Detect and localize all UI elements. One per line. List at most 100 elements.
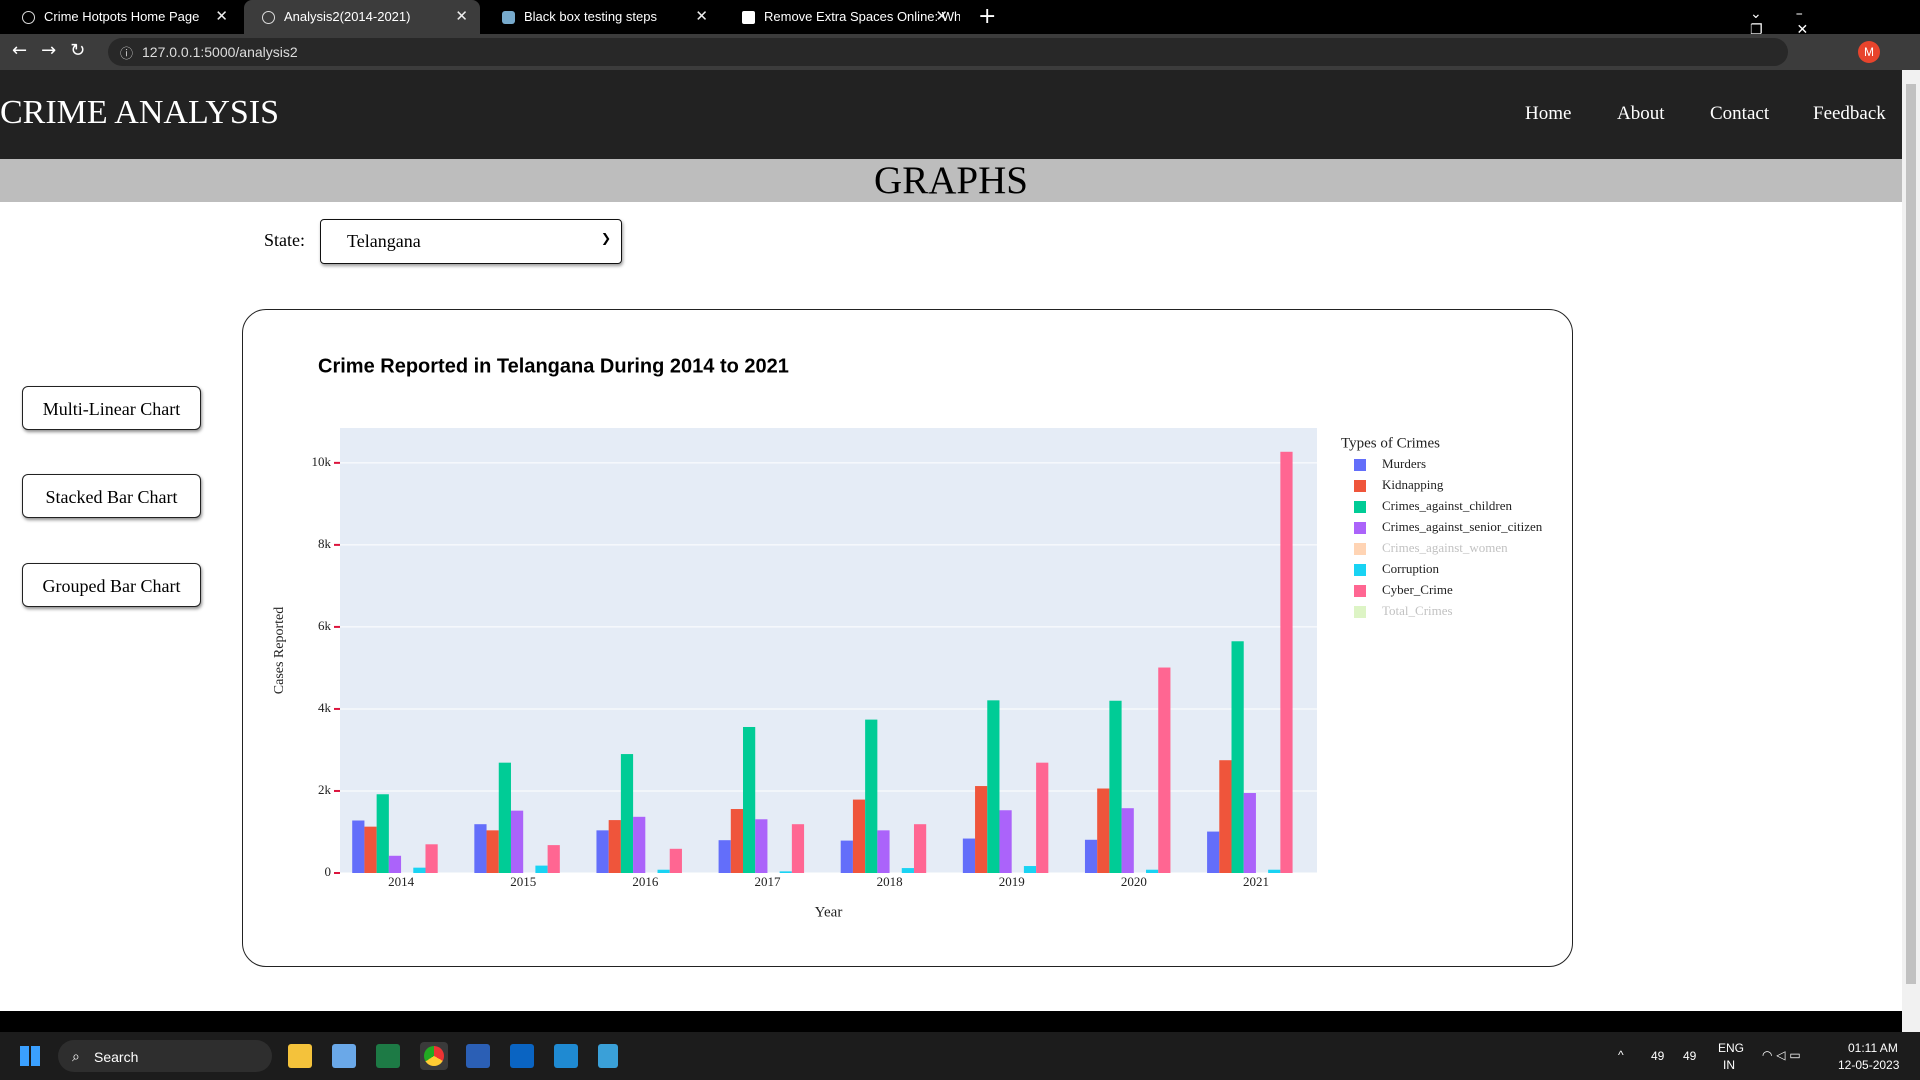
- app-icon-active[interactable]: [420, 1042, 448, 1070]
- bar: [657, 869, 670, 873]
- url: 127.0.0.1:5000/analysis2: [142, 44, 298, 60]
- bar: [1109, 700, 1122, 873]
- legend-title: Types of Crimes: [1341, 435, 1440, 451]
- scrollbar[interactable]: [1902, 70, 1920, 1032]
- legend-swatch: [1354, 606, 1366, 618]
- state-select[interactable]: Telangana ❯: [320, 219, 622, 264]
- legend-item[interactable]: Corruption: [1354, 561, 1440, 576]
- bar: [1121, 808, 1134, 873]
- bar: [486, 830, 499, 873]
- chart: Crime Reported in Telangana During 2014 …: [272, 355, 1543, 920]
- legend-label: Kidnapping: [1382, 477, 1444, 492]
- legend-label: Crimes_against_children: [1382, 498, 1512, 513]
- chart-button[interactable]: Grouped Bar Chart: [22, 563, 201, 607]
- legend-item[interactable]: Kidnapping: [1354, 477, 1444, 492]
- bar: [1243, 793, 1256, 873]
- bar: [877, 830, 890, 873]
- x-tick-label: 2014: [388, 874, 415, 889]
- bar: [1097, 788, 1110, 873]
- tray-chevron[interactable]: ^: [1618, 1048, 1624, 1062]
- profile[interactable]: M: [1858, 41, 1880, 63]
- bar: [1036, 762, 1049, 873]
- chart-title: Crime Reported in Telangana During 2014 …: [318, 355, 789, 377]
- bar: [498, 762, 511, 873]
- tab-title: Black box testing steps: [524, 9, 657, 24]
- app-icon[interactable]: [376, 1044, 400, 1068]
- bar: [865, 719, 878, 873]
- bar: [669, 848, 682, 873]
- bar: [633, 816, 646, 873]
- app-icon[interactable]: [466, 1044, 490, 1068]
- tab[interactable]: Crime Hotpots Home Page ✕: [4, 0, 240, 34]
- legend-swatch: [1354, 480, 1366, 492]
- bar: [1231, 641, 1244, 873]
- legend-item[interactable]: Total_Crimes: [1354, 603, 1453, 618]
- bar: [510, 810, 524, 873]
- tab-active[interactable]: Analysis2(2014-2021) ✕: [244, 0, 480, 34]
- y-tick-label: 10k: [312, 454, 332, 469]
- bar: [1146, 869, 1159, 873]
- legend-label: Murders: [1382, 456, 1426, 471]
- legend-label: Crimes_against_women: [1382, 540, 1508, 555]
- bar: [474, 824, 487, 873]
- app-icon[interactable]: [510, 1044, 534, 1068]
- chart-button[interactable]: Multi-Linear Chart: [22, 386, 201, 430]
- chart-button[interactable]: Stacked Bar Chart: [22, 474, 201, 518]
- search-box[interactable]: ⌕ Search: [58, 1040, 272, 1072]
- nav-link[interactable]: Feedback: [1813, 103, 1886, 124]
- y-tick-label: 0: [325, 864, 332, 879]
- tab-strip: Crime Hotpots Home Page ✕ Analysis2(2014-…: [0, 0, 1920, 38]
- bar: [1158, 667, 1171, 873]
- bar: [547, 845, 560, 873]
- tab-title: Analysis2(2014-2021): [284, 9, 411, 24]
- app-icon[interactable]: [554, 1044, 578, 1068]
- new-tab[interactable]: +: [978, 4, 997, 29]
- tab[interactable]: Black box testing steps ✕: [484, 0, 720, 34]
- tab-title: Crime Hotpots Home Page: [44, 9, 200, 24]
- nav-link[interactable]: About: [1617, 103, 1665, 124]
- bar: [913, 824, 927, 873]
- site-header: CRIME ANALYSIS: [0, 70, 1902, 159]
- legend-item[interactable]: Crimes_against_children: [1354, 498, 1512, 513]
- legend-label: Cyber_Crime: [1382, 582, 1453, 597]
- legend-swatch: [1354, 501, 1366, 513]
- nav-buttons[interactable]: ←→↻: [12, 40, 100, 61]
- filter-label: State:: [264, 230, 305, 250]
- address-bar[interactable]: ⓘ 127.0.0.1:5000/analysis2: [108, 38, 1788, 66]
- banner: GRAPHS: [0, 159, 1902, 202]
- bar: [852, 799, 866, 873]
- nav-link[interactable]: Home: [1525, 103, 1572, 124]
- brand[interactable]: CRIME ANALYSIS: [0, 94, 280, 131]
- legend-label: Corruption: [1382, 561, 1440, 576]
- tray-icons[interactable]: ◠ ◁ ▭: [1762, 1048, 1801, 1062]
- lang[interactable]: ENG: [1718, 1041, 1745, 1055]
- bar: [596, 830, 609, 873]
- nav-link[interactable]: Contact: [1710, 103, 1770, 124]
- app-icon[interactable]: [288, 1044, 312, 1068]
- tab[interactable]: Remove Extra Spaces Online: Wh ✕: [724, 0, 960, 34]
- bar: [388, 855, 402, 873]
- legend-item[interactable]: Cyber_Crime: [1354, 582, 1453, 597]
- chart-card: Crime Reported in Telangana During 2014 …: [242, 309, 1573, 967]
- x-tick-label: 2021: [1243, 874, 1269, 889]
- legend-item[interactable]: Crimes_against_senior_citizen: [1354, 519, 1543, 534]
- app-icon[interactable]: [332, 1044, 356, 1068]
- legend-swatch: [1354, 459, 1366, 471]
- x-tick-label: 2020: [1121, 874, 1147, 889]
- clock-time[interactable]: 01:11 AM: [1848, 1041, 1898, 1055]
- bar: [413, 867, 426, 873]
- toolbar: ←→↻ ⓘ 127.0.0.1:5000/analysis2 M: [0, 34, 1920, 70]
- legend-item[interactable]: Crimes_against_women: [1354, 540, 1508, 555]
- bar: [620, 754, 634, 873]
- bar: [425, 844, 438, 873]
- start[interactable]: [20, 1046, 40, 1066]
- bar: [1280, 451, 1293, 873]
- bar: [730, 809, 744, 873]
- x-tick-label: 2019: [999, 874, 1025, 889]
- bar: [791, 824, 805, 873]
- bar: [975, 786, 988, 873]
- legend-item[interactable]: Murders: [1354, 456, 1426, 471]
- app-icon[interactable]: [598, 1044, 618, 1068]
- y-tick-label: 2k: [318, 782, 332, 797]
